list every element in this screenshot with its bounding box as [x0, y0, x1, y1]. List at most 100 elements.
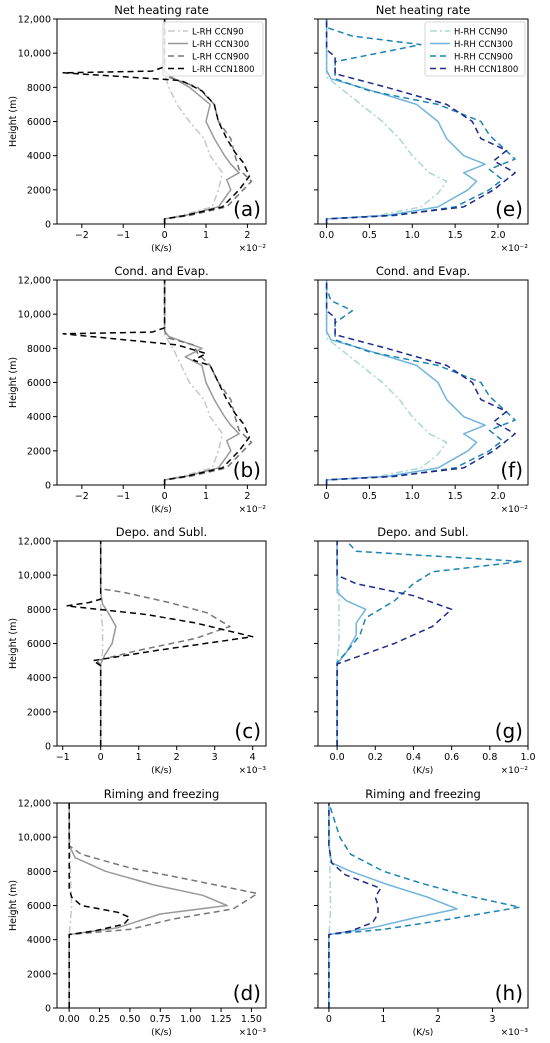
series-group — [65, 541, 254, 746]
x-tick-label: 0.6 — [444, 752, 459, 763]
x-axis-label: (K/s) — [151, 244, 172, 254]
series-line-h-rh-ccn90 — [325, 280, 448, 485]
x-tick-label: 1 — [136, 752, 142, 763]
y-tick-label: 2000 — [27, 446, 51, 457]
legend-entry: L-RH CCN900 — [192, 52, 249, 62]
y-tick-label: 12,000 — [18, 276, 51, 287]
legend: H-RH CCN90 H-RH CCN300 H-RH CCN900 H-RH CCN… — [424, 21, 526, 77]
y-tick-label: 6000 — [27, 117, 51, 128]
x-tick-label: 0 — [162, 230, 168, 241]
x-multiplier: ×10⁻³ — [501, 1028, 529, 1038]
y-tick-label: 2000 — [27, 707, 51, 718]
y-axis-label: Height (m) — [8, 880, 19, 931]
legend-entry: H-RH CCN300 — [454, 40, 513, 50]
y-tick-label: 2000 — [27, 969, 51, 980]
x-tick-label: −1 — [116, 230, 130, 241]
panel-e: 0.0 0.5 1.0 1.5 2.0 Net heating rate ×10⁻² (e) H… — [314, 3, 529, 254]
y-tick-label: 0 — [45, 1004, 51, 1015]
panel-h: 0 1 2 3 Riming and freezing (K/s) ×10⁻³ (h) — [314, 787, 529, 1038]
y-tick-label: 2000 — [27, 185, 51, 196]
x-axis-label: (K/s) — [151, 1028, 172, 1038]
series-line-l-rh-ccn1800 — [62, 280, 251, 485]
x-tick-label: −2 — [75, 230, 89, 241]
legend-entry: L-RH CCN90 — [192, 27, 244, 37]
series-line-l-rh-ccn1800 — [65, 541, 254, 746]
panel-label: (a) — [233, 197, 261, 221]
x-tick-label: 2.0 — [490, 230, 505, 241]
panel-title: Riming and freezing — [104, 787, 220, 801]
y-tick-label: 10,000 — [18, 571, 51, 582]
x-tick-label: 0.5 — [362, 230, 377, 241]
panel-title: Depo. and Subl. — [116, 525, 207, 539]
y-axis-label: Height (m) — [8, 618, 19, 669]
y-tick-label: 12,000 — [18, 799, 51, 810]
x-tick-label: 1 — [380, 1014, 386, 1025]
x-tick-label: −1 — [116, 491, 130, 502]
legend-entry: L-RH CCN1800 — [192, 65, 255, 75]
x-axis-label: (K/s) — [151, 505, 172, 515]
panel-label: (e) — [495, 197, 523, 221]
y-tick-label: 0 — [45, 220, 51, 231]
x-tick-label: 0.5 — [362, 491, 377, 502]
panel-title: Net heating rate — [114, 3, 209, 17]
series-line-h-rh-ccn1800 — [325, 280, 516, 485]
x-tick-label: 0.2 — [368, 752, 383, 763]
x-multiplier: ×10⁻² — [239, 505, 267, 515]
series-line-h-rh-ccn300 — [328, 803, 458, 1008]
x-tick-label: 1.0 — [405, 491, 420, 502]
y-tick-label: 12,000 — [18, 15, 51, 26]
plot-frame — [317, 802, 529, 1009]
series-line-l-rh-ccn1800 — [62, 19, 251, 224]
x-multiplier: ×10⁻² — [501, 505, 529, 515]
series-line-h-rh-ccn900 — [328, 803, 521, 1008]
y-tick-label: 6000 — [27, 901, 51, 912]
x-tick-label: 1.0 — [520, 752, 535, 763]
y-axis-label: Height (m) — [8, 357, 19, 408]
series-line-h-rh-ccn90 — [325, 19, 448, 224]
panel-b: −2 −1 0 1 2 0 2000 4000 6000 8000 10,000 12,000 Cond… — [8, 264, 267, 515]
y-tick-label: 4000 — [27, 935, 51, 946]
series-line-l-rh-ccn300 — [99, 541, 117, 746]
x-tick-label: 0 — [98, 752, 104, 763]
x-axis-label: (K/s) — [151, 766, 172, 776]
x-tick-label: 0.50 — [119, 1014, 140, 1025]
series-line-h-rh-ccn1800 — [336, 541, 453, 746]
y-tick-label: 8000 — [27, 605, 51, 616]
x-tick-label: 2 — [244, 491, 250, 502]
plot-frame — [56, 279, 267, 486]
y-tick-label: 10,000 — [18, 49, 51, 60]
y-tick-label: 4000 — [27, 151, 51, 162]
x-tick-label: 1.0 — [405, 230, 420, 241]
panel-c: −1 0 1 2 3 4 0 2000 4000 6000 8000 10,000 12,000 Depo… — [8, 525, 267, 776]
x-tick-label: 3 — [212, 752, 218, 763]
series-line-l-rh-ccn900 — [163, 19, 253, 224]
panel-d: 0.00 0.25 0.50 0.75 1.00 1.25 1.50 0 2000 4000 600… — [8, 787, 267, 1038]
series-line-h-rh-ccn900 — [325, 19, 516, 224]
legend-entry: H-RH CCN1800 — [454, 65, 518, 75]
y-tick-label: 10,000 — [18, 833, 51, 844]
panel-title: Cond. and Evap. — [114, 264, 208, 278]
panel-a: −2 −1 0 1 2 0 2000 4000 6000 8000 10,000 12,000 Net … — [8, 3, 267, 254]
panel-label: (d) — [233, 981, 261, 1005]
series-line-h-rh-ccn900 — [336, 541, 524, 746]
x-multiplier: ×10⁻² — [239, 244, 267, 254]
y-tick-label: 8000 — [27, 83, 51, 94]
series-line-l-rh-ccn300 — [163, 280, 240, 485]
x-tick-label: 0.4 — [406, 752, 421, 763]
x-tick-label: 0.75 — [150, 1014, 171, 1025]
x-tick-label: 1 — [203, 230, 209, 241]
panel-label: (f) — [500, 458, 523, 482]
x-tick-label: 2 — [435, 1014, 441, 1025]
x-tick-label: −2 — [75, 491, 89, 502]
x-tick-label: 3 — [490, 1014, 496, 1025]
series-line-l-rh-ccn300 — [68, 803, 228, 1008]
x-tick-label: 0 — [324, 491, 330, 502]
y-tick-label: 4000 — [27, 412, 51, 423]
x-multiplier: ×10⁻³ — [239, 766, 267, 776]
panel-title: Depo. and Subl. — [377, 525, 468, 539]
x-tick-label: 1.00 — [180, 1014, 201, 1025]
series-line-l-rh-ccn90 — [163, 19, 224, 224]
x-tick-label: 0.0 — [319, 230, 334, 241]
x-tick-label: 0 — [162, 491, 168, 502]
series-line-l-rh-ccn900 — [163, 280, 253, 485]
